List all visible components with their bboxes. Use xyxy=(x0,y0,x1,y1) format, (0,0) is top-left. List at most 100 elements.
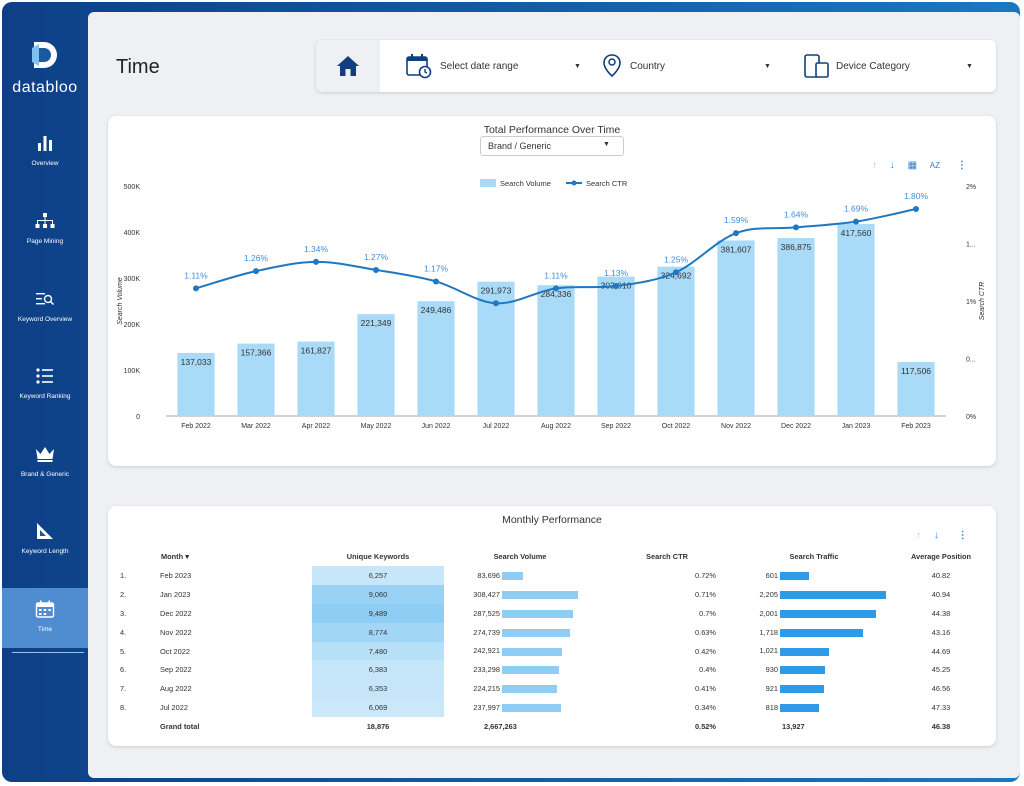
table-row[interactable]: 4. Nov 2022 8,774 274,739 0.63% 1,718 43.16 xyxy=(118,622,992,642)
search-traffic-value: 1,021 xyxy=(759,646,779,656)
table-title: Monthly Performance xyxy=(502,514,602,526)
cell-month: Sep 2022 xyxy=(160,665,192,675)
brand-logo[interactable]: databloo xyxy=(2,38,88,97)
column-header-average-position[interactable]: Average Position xyxy=(910,551,972,561)
sort-descending-icon[interactable]: ↓ xyxy=(889,160,895,171)
x-tick-label: Oct 2022 xyxy=(662,423,691,430)
search-traffic-bar xyxy=(780,571,809,580)
country-filter[interactable]: Country ▼ xyxy=(602,40,774,92)
ctr-point xyxy=(733,230,739,237)
row-index: 1. xyxy=(120,570,127,580)
table-row[interactable]: 1. Feb 2023 6,257 83,696 0.72% 601 40.82 xyxy=(118,566,992,585)
nav-item-keyword-length[interactable]: Keyword Length xyxy=(2,522,88,580)
table-row[interactable]: 3. Dec 2022 9,489 287,525 0.7% 2,001 44.38 xyxy=(118,603,992,623)
ctr-value-label: 1.69% xyxy=(844,204,869,214)
column-header-search-traffic[interactable]: Search Traffic xyxy=(789,551,839,561)
table-row[interactable]: 2. Jan 2023 9,060 308,427 0.71% 2,205 40.94 xyxy=(118,584,992,604)
nav-label: Overview xyxy=(31,160,59,167)
table-row[interactable]: 5. Oct 2022 7,480 242,921 0.42% 1,021 44.69 xyxy=(118,641,992,661)
calendar-clock-icon xyxy=(406,54,432,79)
x-tick-label: Sep 2022 xyxy=(601,423,631,430)
more-options-icon[interactable]: ⋮ xyxy=(957,530,968,541)
sort-ascending-icon[interactable]: ↑ xyxy=(916,530,921,541)
table-row[interactable]: 8. Jul 2022 6,069 237,997 0.34% 818 47.33 xyxy=(118,698,992,718)
y2-tick-label: 1... xyxy=(966,242,976,249)
y-tick-label: 200K xyxy=(124,322,141,329)
chart-card: Total Performance Over Time Brand / Gene… xyxy=(108,116,996,466)
y2-tick-label: 1% xyxy=(966,299,976,306)
ctr-point xyxy=(493,300,499,307)
x-tick-label: Dec 2022 xyxy=(781,423,811,430)
sort-ascending-icon[interactable]: ↑ xyxy=(872,160,877,171)
bar xyxy=(537,285,575,416)
nav-item-keyword-overview[interactable]: Keyword Overview xyxy=(2,290,88,348)
row-index: 4. xyxy=(120,627,127,637)
brand-generic-dropdown[interactable]: Brand / Generic ▼ xyxy=(480,136,624,156)
column-header-search-volume[interactable]: Search Volume xyxy=(493,551,547,561)
nav-item-time[interactable]: Time xyxy=(2,588,88,648)
ruler-triangle-icon xyxy=(37,523,53,539)
column-header-unique-keywords[interactable]: Unique Keywords xyxy=(346,551,410,561)
y2-axis-title: Search CTR xyxy=(979,282,986,321)
ctr-value-label: 1.80% xyxy=(904,191,929,201)
column-header-search-ctr[interactable]: Search CTR xyxy=(646,551,688,561)
y-axis-title: Search Volume xyxy=(117,277,124,325)
x-tick-label: May 2022 xyxy=(361,423,392,430)
table-row[interactable]: 6. Sep 2022 6,383 233,298 0.4% 930 45.25 xyxy=(118,660,992,680)
row-index: 2. xyxy=(120,589,127,599)
nav-label: Brand & Generic xyxy=(20,471,70,478)
search-volume-value: 237,997 xyxy=(473,703,500,713)
device-category-filter[interactable]: Device Category ▼ xyxy=(804,40,976,92)
row-index: 7. xyxy=(120,684,127,694)
cell-average-position: 46.56 xyxy=(931,684,951,694)
nav-item-page-mining[interactable]: Page Mining xyxy=(2,212,88,270)
bar-value-label: 291,973 xyxy=(481,286,512,296)
search-traffic-bar xyxy=(780,685,825,694)
cell-search-traffic: 818 xyxy=(738,698,890,717)
cell-month: Oct 2022 xyxy=(160,646,190,656)
search-traffic-bar xyxy=(780,628,863,637)
ctr-point xyxy=(433,278,439,285)
x-tick-label: Mar 2022 xyxy=(241,423,271,430)
x-tick-label: Apr 2022 xyxy=(302,423,331,430)
cell-search-traffic: 921 xyxy=(738,679,890,698)
bar-value-label: 284,336 xyxy=(541,289,572,299)
list-search-icon xyxy=(36,293,55,306)
bar-value-label: 117,506 xyxy=(901,366,931,376)
cell-average-position: 43.16 xyxy=(931,627,951,637)
bar-value-label: 137,033 xyxy=(181,357,212,367)
search-traffic-value: 2,001 xyxy=(759,608,779,618)
sort-descending-icon[interactable]: ↓ xyxy=(933,530,939,541)
ctr-point xyxy=(613,283,619,290)
bar xyxy=(417,301,455,416)
more-options-icon[interactable]: ⋮ xyxy=(956,160,967,171)
search-traffic-value: 601 xyxy=(765,570,778,580)
bar-value-label: 249,486 xyxy=(421,305,452,315)
date-range-filter[interactable]: Select date range ▼ xyxy=(406,40,582,92)
home-button[interactable] xyxy=(316,40,380,92)
x-tick-label: Jan 2023 xyxy=(842,423,871,430)
column-header-month[interactable]: Month ▾ xyxy=(161,551,189,561)
chart-type-icon[interactable]: ▦ xyxy=(907,160,918,171)
ctr-value-label: 1.34% xyxy=(304,244,329,254)
monthly-performance-table: Month ▾ Unique Keywords Search Volume Se… xyxy=(118,546,992,736)
cell-average-position: 40.82 xyxy=(931,570,951,580)
ctr-point xyxy=(313,258,319,265)
y-tick-label: 400K xyxy=(124,230,141,237)
bar xyxy=(297,341,335,416)
table-row[interactable]: 7. Aug 2022 6,353 224,215 0.41% 921 46.56 xyxy=(118,679,992,699)
cell-month: Grand total xyxy=(160,722,200,732)
x-tick-label: Aug 2022 xyxy=(541,423,571,430)
nav-label: Keyword Length xyxy=(21,548,69,555)
home-icon xyxy=(337,56,359,76)
sort-az-icon[interactable]: AZ xyxy=(929,161,941,170)
devices-icon xyxy=(804,54,829,78)
nav-item-brand-generic[interactable]: Brand & Generic xyxy=(2,445,88,503)
cell-search-ctr: 0.7% xyxy=(699,608,716,618)
ctr-value-label: 1.64% xyxy=(784,209,809,219)
search-traffic-bar xyxy=(780,666,825,675)
nav-item-overview[interactable]: Overview xyxy=(2,134,88,192)
cell-average-position: 45.25 xyxy=(931,665,951,675)
nav-item-keyword-ranking[interactable]: Keyword Ranking xyxy=(2,367,88,425)
